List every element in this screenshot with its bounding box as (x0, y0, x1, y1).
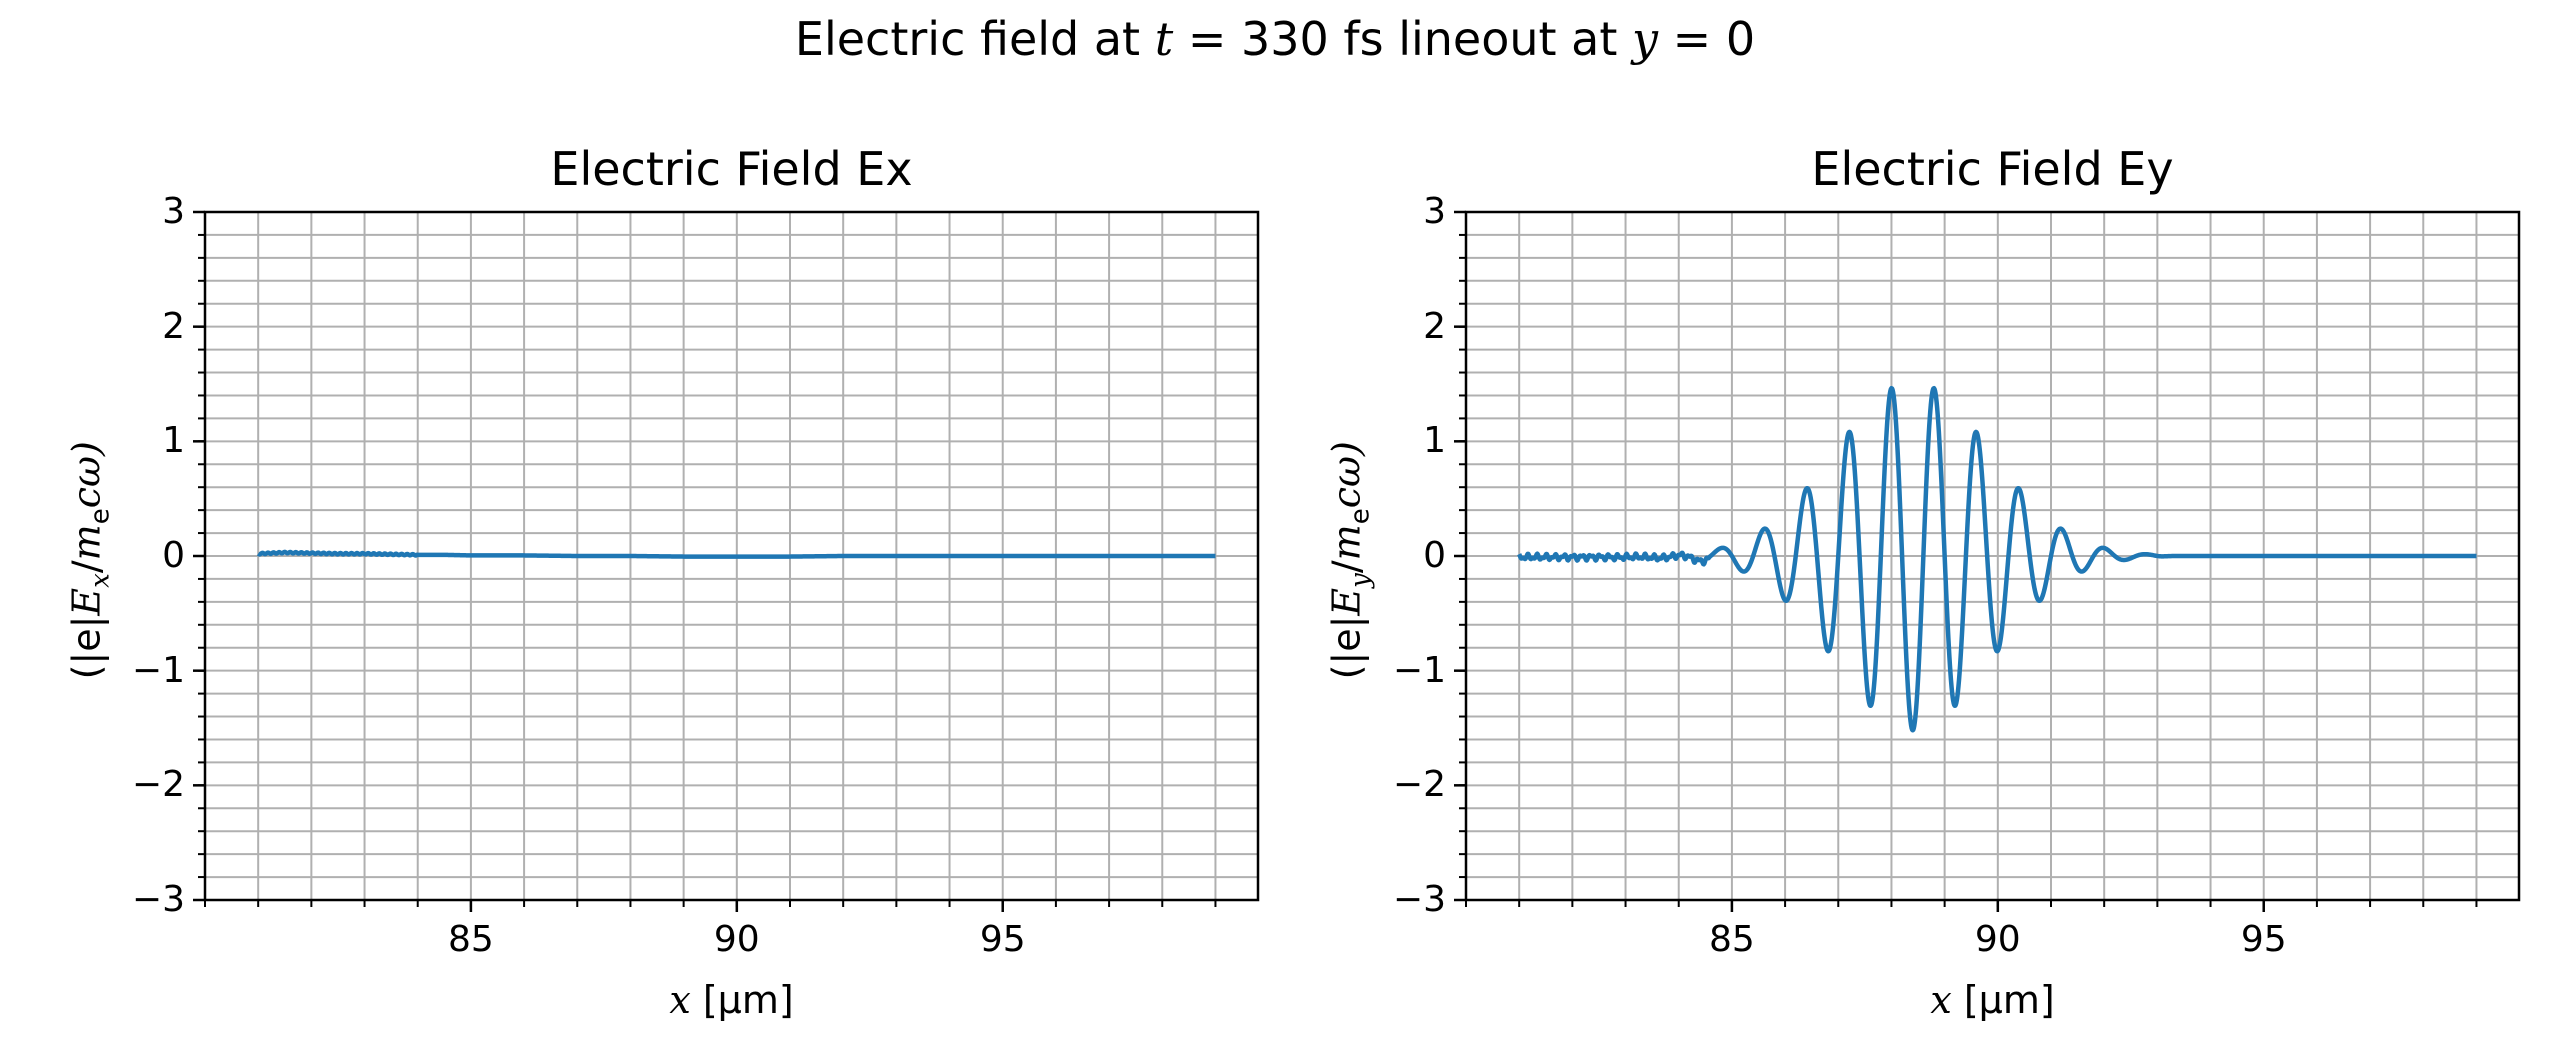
ey-xtick-label: 95 (2240, 919, 2287, 960)
ex-xtick-label: 90 (713, 919, 760, 960)
ex-ytick-label: −2 (131, 764, 185, 806)
ey-xlabel: x [μm] (1930, 978, 2055, 1022)
ex-ytick-label: 1 (162, 420, 185, 462)
ey-panel-title: Electric Field Ey (1811, 142, 2174, 196)
ex-xtick-label: 85 (448, 919, 494, 960)
ey-ytick-label: 0 (1423, 535, 1446, 576)
ey-series-line (1517, 385, 2479, 733)
ex-xtick-label: 95 (979, 919, 1026, 960)
ey-ytick-label: −1 (1392, 649, 1446, 691)
ex-ytick-label: −3 (131, 879, 185, 920)
ey-ytick-label: 3 (1423, 191, 1446, 232)
ex-ytick-label: 2 (162, 305, 185, 347)
ey-xtick-label: 85 (1709, 919, 1755, 960)
ey-ytick-label: −2 (1392, 764, 1446, 806)
ex-series-line (256, 549, 1217, 559)
ey-ytick-label: 1 (1423, 420, 1446, 462)
ex-xlabel: x [μm] (669, 978, 794, 1022)
ex-panel-title: Electric Field Ex (550, 142, 913, 196)
ey-xtick-label: 90 (1974, 919, 2021, 960)
figure-suptitle: Electric field at t = 330 fs lineout at … (794, 12, 1756, 66)
ey-ytick-label: 2 (1423, 305, 1446, 347)
ex-ytick-label: −1 (131, 649, 185, 691)
ex-ytick-label: 3 (162, 191, 185, 232)
ey-ytick-label: −3 (1392, 879, 1446, 920)
ex-ytick-label: 0 (162, 535, 185, 576)
